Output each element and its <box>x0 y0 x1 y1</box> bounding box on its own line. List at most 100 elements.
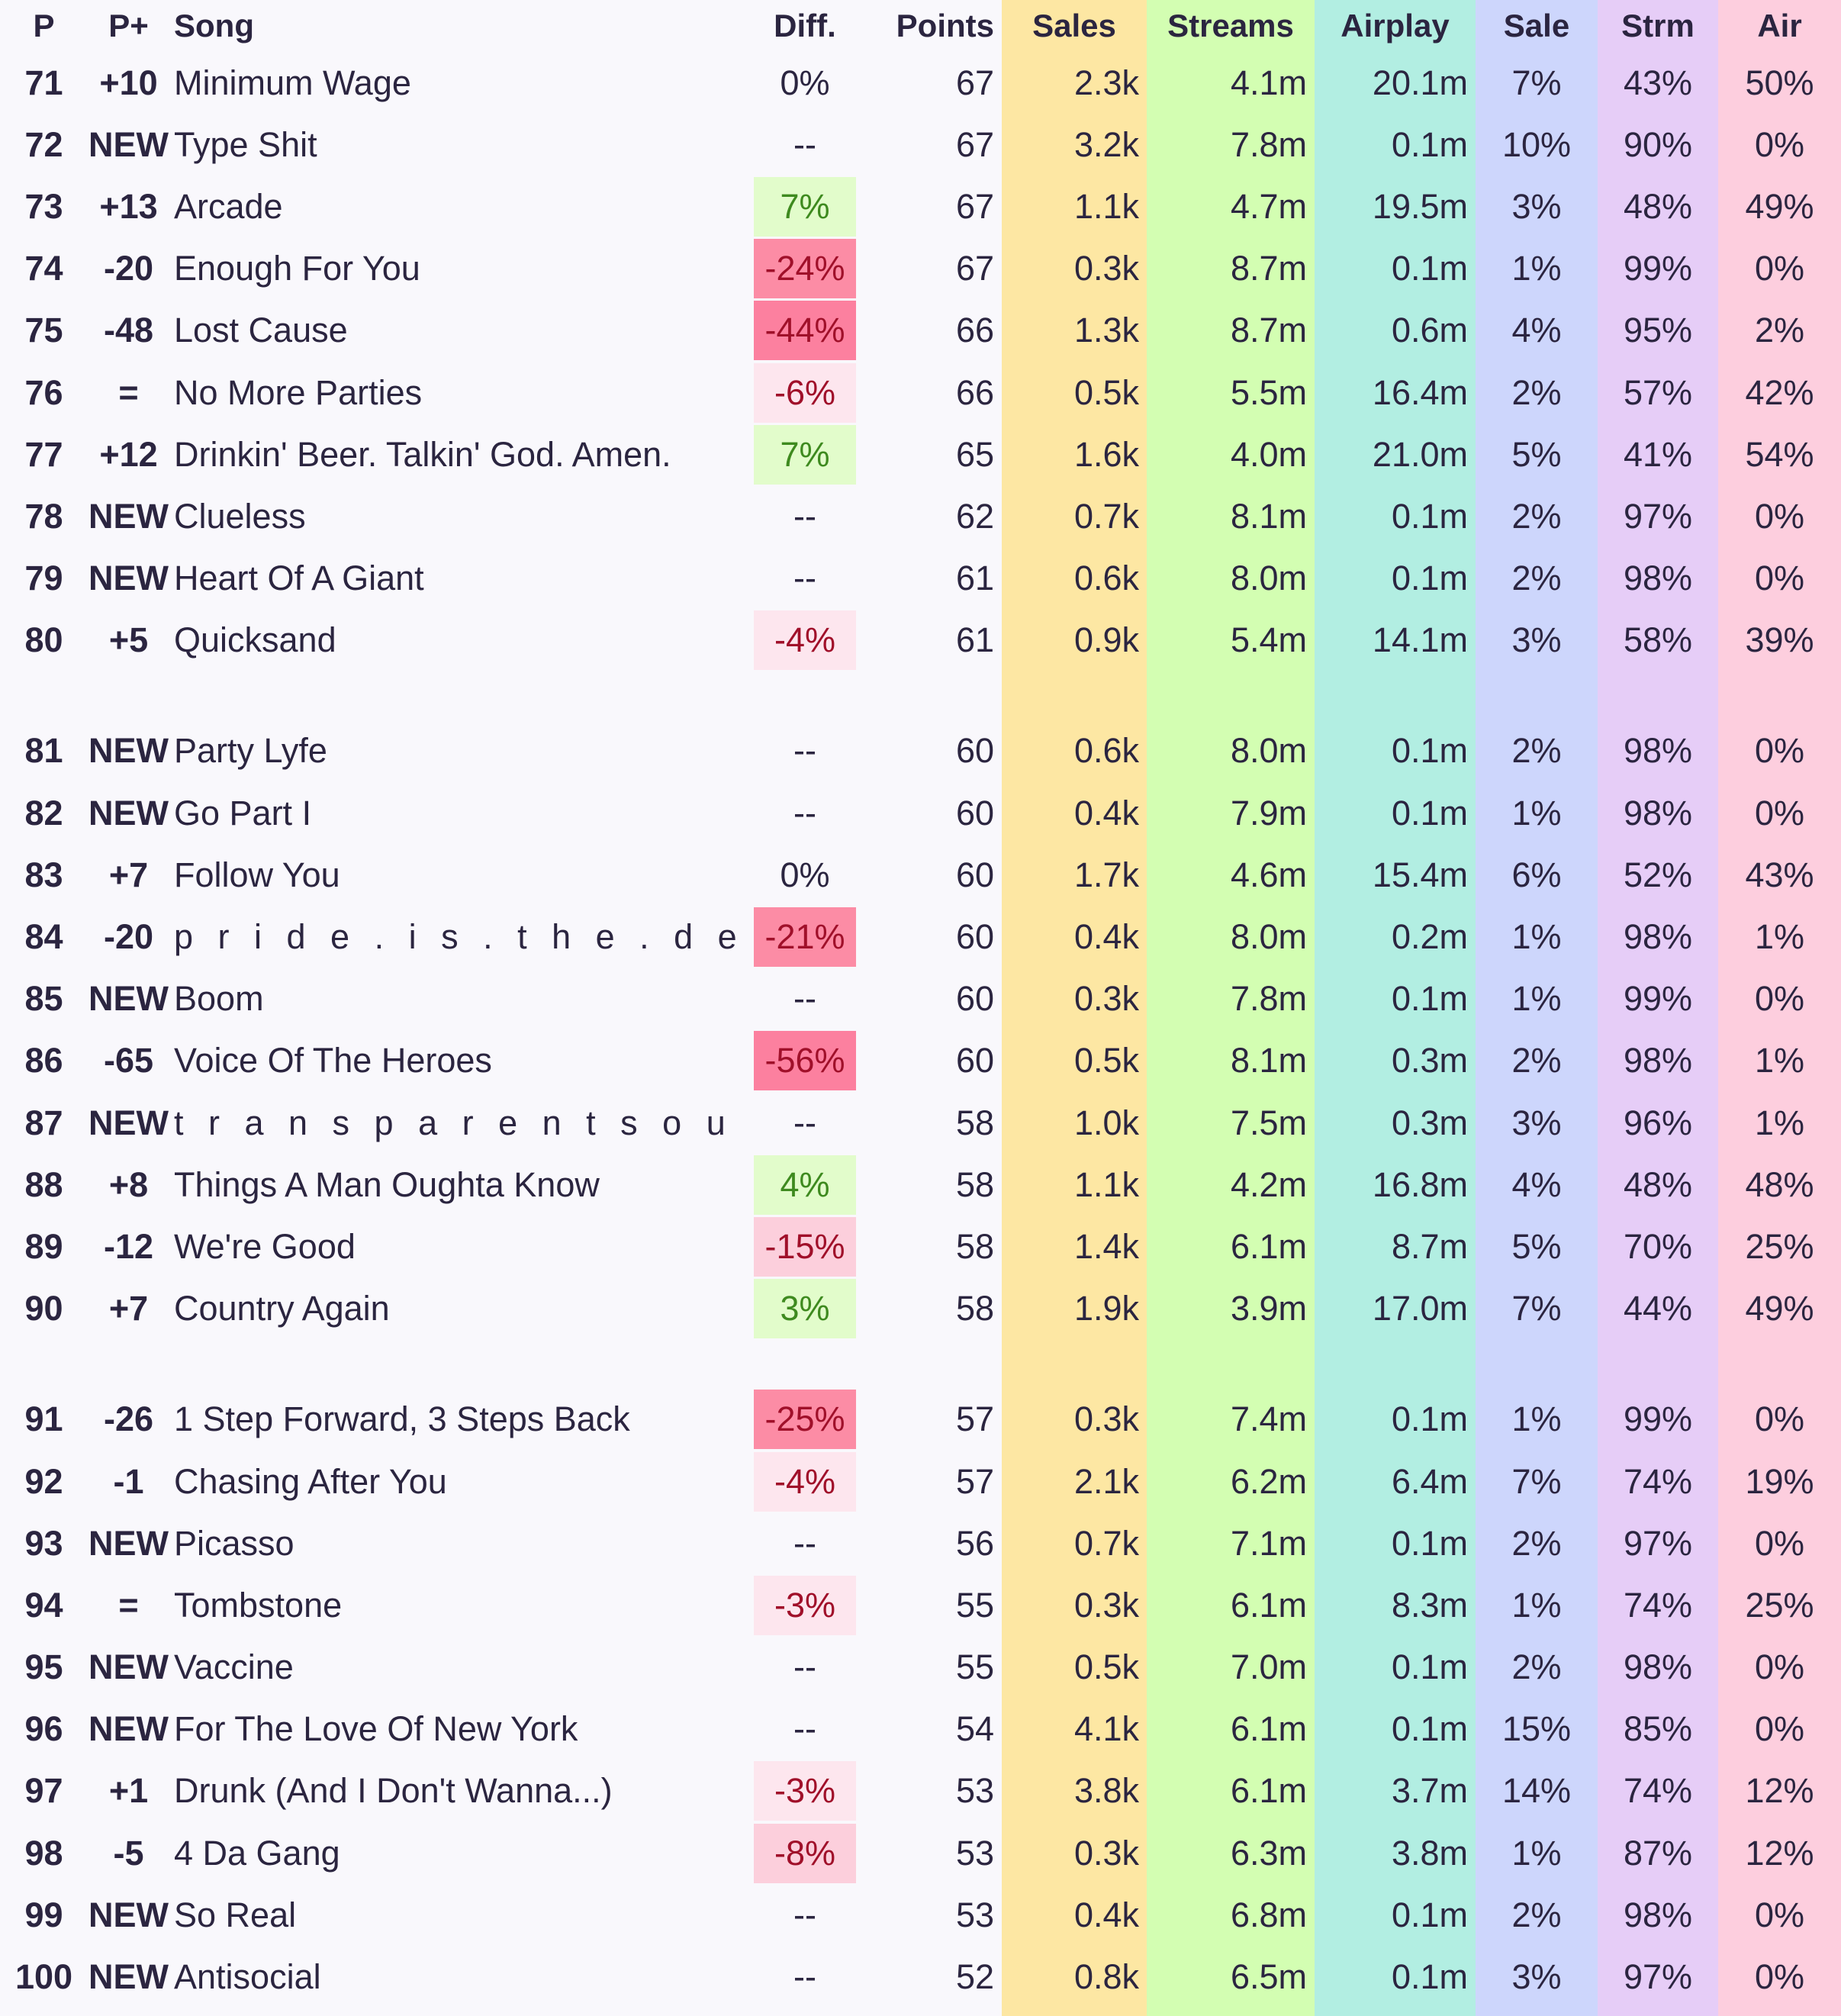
table-row[interactable]: 75 -48 Lost Cause -44% 66 1.3k 8.7m 0.6m 4% 95% 2% <box>0 300 1841 362</box>
table-row[interactable]: 95 NEW Vaccine -- 55 0.5k 7.0m 0.1m 2% 98% 0% <box>0 1637 1841 1699</box>
table-row[interactable]: 76 = No More Parties -6% 66 0.5k 5.5m 16.4m 2% 57… <box>0 362 1841 423</box>
table-row[interactable]: 81 NEW Party Lyfe -- 60 0.6k 8.0m 0.1m 2% 98% 0% <box>0 720 1841 782</box>
diff-cell: 0% <box>739 52 871 114</box>
table-row[interactable]: 82 NEW Go Part I -- 60 0.4k 7.9m 0.1m 1% 98% 0% <box>0 782 1841 844</box>
header-sale-pct[interactable]: Sale <box>1503 8 1570 43</box>
strm-pct-cell: 98% <box>1623 1041 1693 1080</box>
header-air-pct[interactable]: Air <box>1757 8 1802 43</box>
header-diff[interactable]: Diff. <box>774 8 836 43</box>
diff-badge: -25% <box>754 1390 856 1450</box>
points-cell: 53 <box>955 1895 994 1934</box>
strm-pct-cell: 97% <box>1623 1957 1693 1997</box>
streams-cell: 4.6m <box>1230 855 1307 894</box>
sales-cell: 0.3k <box>1073 1833 1139 1873</box>
sale-pct-cell: 2% <box>1511 1895 1562 1934</box>
rank-cell: 86 <box>24 1041 63 1080</box>
change-cell: +8 <box>108 1164 149 1204</box>
table-row[interactable]: 74 -20 Enough For You -24% 67 0.3k 8.7m 0.1m 1% 9… <box>0 238 1841 300</box>
table-row[interactable]: 72 NEW Type Shit -- 67 3.2k 7.8m 0.1m 10% 90% 0% <box>0 114 1841 176</box>
table-row[interactable]: 90 +7 Country Again 3% 58 1.9k 3.9m 17.0m 7% 44% 4… <box>0 1278 1841 1340</box>
strm-pct-cell: 74% <box>1623 1585 1693 1625</box>
song-title: Follow You <box>174 855 340 894</box>
table-row[interactable]: 71 +10 Minimum Wage 0% 67 2.3k 4.1m 20.1m 7% 43% 5… <box>0 52 1841 114</box>
rank-cell: 96 <box>24 1709 63 1749</box>
song-title: Heart Of A Giant <box>174 559 424 598</box>
airplay-cell: 3.7m <box>1391 1771 1468 1811</box>
header-pos[interactable]: P <box>33 8 55 43</box>
sale-pct-cell: 14% <box>1501 1771 1572 1811</box>
song-title: Lost Cause <box>174 311 348 350</box>
points-cell: 60 <box>955 855 994 894</box>
air-pct-cell: 0% <box>1754 1709 1805 1749</box>
air-pct-cell: 0% <box>1754 124 1805 164</box>
points-cell: 67 <box>955 186 994 226</box>
diff-badge: -8% <box>754 1823 856 1883</box>
rank-cell: 82 <box>24 793 63 832</box>
table-row[interactable]: 87 NEW t r a n s p a r e n t s o u l -- 58 1.… <box>0 1092 1841 1154</box>
header-change[interactable]: P+ <box>108 8 149 43</box>
airplay-cell: 0.1m <box>1391 249 1468 288</box>
air-pct-cell: 25% <box>1745 1585 1814 1625</box>
sale-pct-cell: 7% <box>1511 1289 1562 1328</box>
table-row[interactable]: 96 NEW For The Love Of New York -- 54 4.1k 6.1… <box>0 1699 1841 1760</box>
diff-badge: -- <box>793 979 816 1019</box>
header-sales[interactable]: Sales <box>1032 8 1116 43</box>
table-row[interactable]: 92 -1 Chasing After You -4% 57 2.1k 6.2m 6.4m 7%… <box>0 1451 1841 1512</box>
song-title: Tombstone <box>174 1585 343 1625</box>
air-pct-cell: 19% <box>1745 1461 1814 1501</box>
rank-cell: 73 <box>24 186 63 226</box>
table-row[interactable]: 91 -26 1 Step Forward, 3 Steps Back -25% 57 0… <box>0 1389 1841 1451</box>
header-points[interactable]: Points <box>896 8 994 43</box>
table-row[interactable]: 97 +1 Drunk (And I Don't Wanna...) -3% 53 3.8… <box>0 1760 1841 1822</box>
table-row[interactable]: 80 +5 Quicksand -4% 61 0.9k 5.4m 14.1m 3% 58% 39% <box>0 610 1841 671</box>
table-row[interactable]: 89 -12 We're Good -15% 58 1.4k 6.1m 8.7m 5% 70% 25… <box>0 1216 1841 1277</box>
table-row[interactable]: 77 +12 Drinkin' Beer. Talkin' God. Amen. 7%… <box>0 423 1841 485</box>
table-row[interactable]: 85 NEW Boom -- 60 0.3k 7.8m 0.1m 1% 99% 0% <box>0 968 1841 1030</box>
sales-cell: 1.1k <box>1073 186 1139 226</box>
sale-pct-cell: 1% <box>1511 1399 1562 1439</box>
table-row[interactable]: 99 NEW So Real -- 53 0.4k 6.8m 0.1m 2% 98% 0% <box>0 1884 1841 1946</box>
air-pct-cell: 0% <box>1754 496 1805 536</box>
diff-badge: -- <box>793 1895 816 1934</box>
strm-pct-cell: 98% <box>1623 917 1693 957</box>
header-strm-pct[interactable]: Strm <box>1621 8 1695 43</box>
table-row[interactable]: 93 NEW Picasso -- 56 0.7k 7.1m 0.1m 2% 97% 0% <box>0 1512 1841 1574</box>
strm-pct-cell: 98% <box>1623 1647 1693 1687</box>
air-pct-cell: 39% <box>1745 620 1814 660</box>
table-row[interactable]: 83 +7 Follow You 0% 60 1.7k 4.6m 15.4m 6% 52% 43% <box>0 844 1841 906</box>
header-airplay[interactable]: Airplay <box>1341 8 1450 43</box>
points-cell: 56 <box>955 1523 994 1563</box>
rank-cell: 98 <box>24 1833 63 1873</box>
table-row[interactable]: 88 +8 Things A Man Oughta Know 4% 58 1.1k 4.2m… <box>0 1154 1841 1216</box>
table-row[interactable]: 78 NEW Clueless -- 62 0.7k 8.1m 0.1m 2% 97% 0% <box>0 485 1841 547</box>
diff-badge: -- <box>793 496 816 536</box>
header-streams[interactable]: Streams <box>1167 8 1294 43</box>
song-title: Antisocial <box>174 1957 321 1997</box>
points-cell: 61 <box>955 620 994 660</box>
strm-pct-cell: 57% <box>1623 372 1693 412</box>
airplay-cell: 0.1m <box>1391 124 1468 164</box>
table-row[interactable]: 94 = Tombstone -3% 55 0.3k 6.1m 8.3m 1% 74% 25% <box>0 1574 1841 1636</box>
strm-pct-cell: 52% <box>1623 855 1693 894</box>
table-row[interactable]: 86 -65 Voice Of The Heroes -56% 60 0.5k 8.1m 0.… <box>0 1030 1841 1092</box>
rank-cell: 91 <box>24 1399 63 1439</box>
rank-cell: 76 <box>24 372 63 412</box>
change-cell: +7 <box>108 1289 149 1328</box>
header-song[interactable]: Song <box>174 8 254 43</box>
points-cell: 55 <box>955 1647 994 1687</box>
table-row[interactable]: 100 NEW Antisocial -- 52 0.8k 6.5m 0.1m 3% 97% 0% <box>0 1946 1841 2008</box>
diff-badge: -44% <box>754 301 856 361</box>
rank-cell: 97 <box>24 1771 63 1811</box>
diff-cell: -- <box>739 114 871 176</box>
song-title: We're Good <box>174 1226 356 1266</box>
table-row[interactable]: 98 -5 4 Da Gang -8% 53 0.3k 6.3m 3.8m 1% 87% 12% <box>0 1822 1841 1884</box>
table-row[interactable]: 79 NEW Heart Of A Giant -- 61 0.6k 8.0m 0.1m 2% 9… <box>0 548 1841 610</box>
table-row[interactable]: 73 +13 Arcade 7% 67 1.1k 4.7m 19.5m 3% 48% 49% <box>0 176 1841 237</box>
song-title: Arcade <box>174 186 283 226</box>
song-title: 1 Step Forward, 3 Steps Back <box>174 1399 630 1439</box>
points-cell: 60 <box>955 979 994 1019</box>
airplay-cell: 16.4m <box>1372 372 1468 412</box>
streams-cell: 8.0m <box>1230 559 1307 598</box>
table-row[interactable]: 84 -20 p r i d e . i s . t h e . d e v i l… <box>0 906 1841 968</box>
sale-pct-cell: 3% <box>1511 1103 1562 1142</box>
